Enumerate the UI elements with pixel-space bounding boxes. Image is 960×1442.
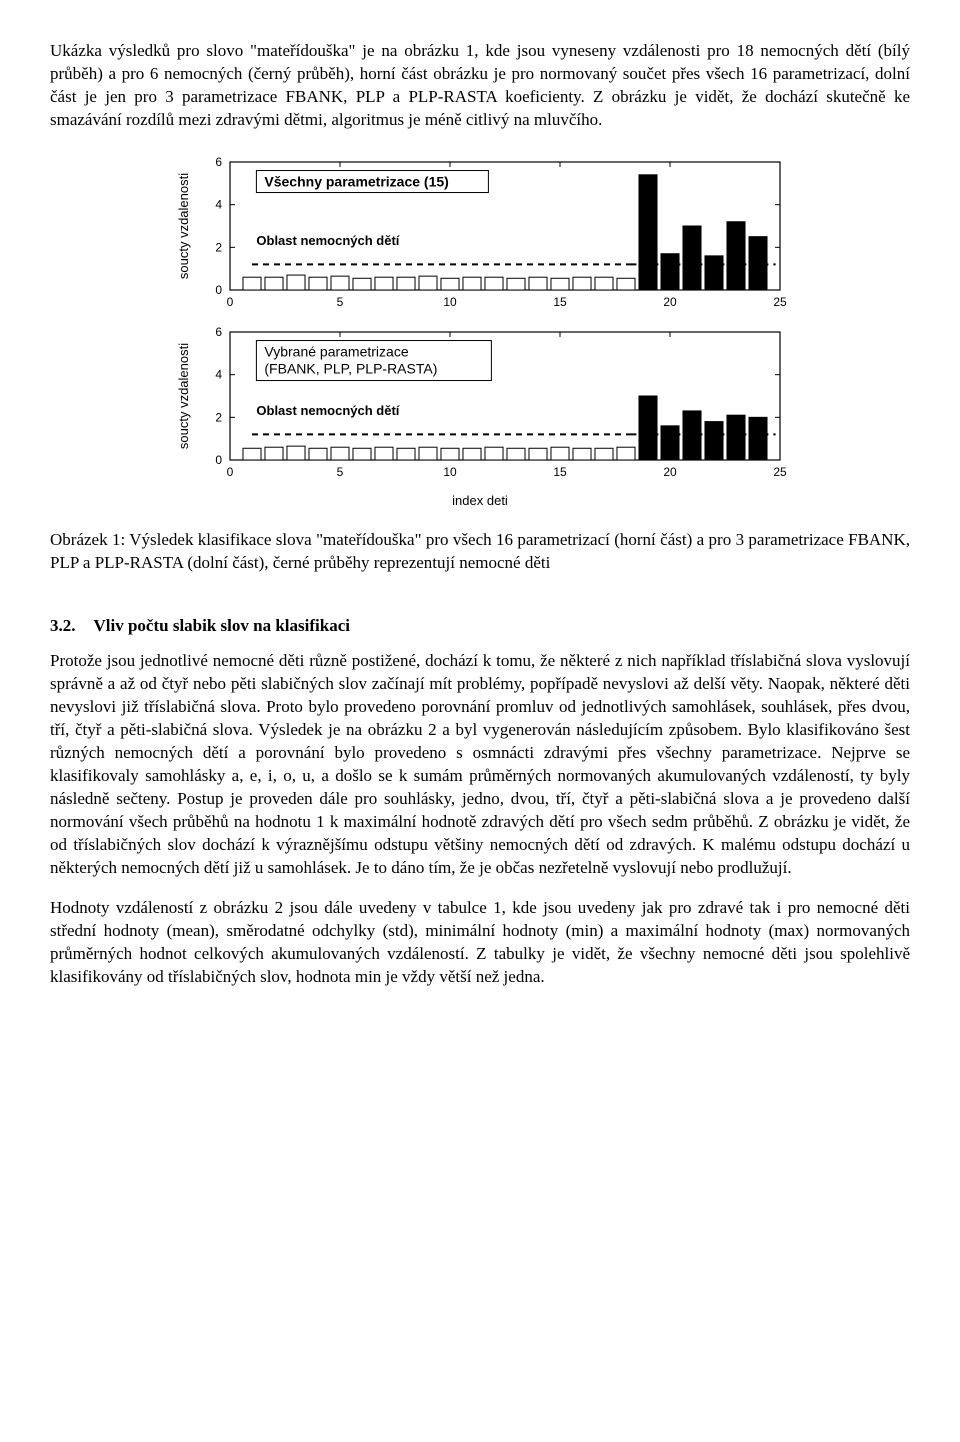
body-paragraph-2: Hodnoty vzdáleností z obrázku 2 jsou dál… bbox=[50, 897, 910, 989]
svg-text:4: 4 bbox=[215, 367, 222, 381]
svg-text:Oblast nemocných dětí: Oblast nemocných dětí bbox=[256, 233, 399, 248]
svg-text:20: 20 bbox=[663, 295, 677, 309]
svg-text:15: 15 bbox=[553, 465, 567, 479]
svg-text:10: 10 bbox=[443, 465, 457, 479]
svg-text:Oblast nemocných dětí: Oblast nemocných dětí bbox=[256, 403, 399, 418]
svg-text:Všechny parametrizace (15): Všechny parametrizace (15) bbox=[264, 173, 448, 189]
svg-text:6: 6 bbox=[215, 325, 222, 339]
body-paragraph-1: Protože jsou jednotlivé nemocné děti růz… bbox=[50, 650, 910, 879]
chart-bottom: 0 2 4 6 0 5 10 15 20 25 soucty vzdalenosti Vybrané … bbox=[160, 320, 800, 490]
svg-text:soucty vzdalenosti: soucty vzdalenosti bbox=[176, 173, 191, 279]
svg-text:Vybrané parametrizace: Vybrané parametrizace bbox=[264, 343, 408, 359]
svg-text:20: 20 bbox=[663, 465, 677, 479]
x-axis-label: index deti bbox=[160, 492, 800, 510]
svg-text:2: 2 bbox=[215, 240, 222, 254]
section-title: Vliv počtu slabik slov na klasifikaci bbox=[94, 616, 350, 635]
figure-caption: Obrázek 1: Výsledek klasifikace slova "m… bbox=[50, 529, 910, 575]
svg-text:10: 10 bbox=[443, 295, 457, 309]
svg-text:25: 25 bbox=[773, 295, 787, 309]
svg-text:25: 25 bbox=[773, 465, 787, 479]
chart-top: 0 2 4 6 0 5 10 15 20 25 soucty vzdalenosti Všechny … bbox=[160, 150, 800, 320]
svg-text:0: 0 bbox=[227, 465, 234, 479]
svg-text:5: 5 bbox=[337, 295, 344, 309]
svg-text:0: 0 bbox=[227, 295, 234, 309]
intro-paragraph: Ukázka výsledků pro slovo "mateřídouška"… bbox=[50, 40, 910, 132]
svg-text:(FBANK, PLP, PLP-RASTA): (FBANK, PLP, PLP-RASTA) bbox=[264, 360, 437, 376]
svg-text:0: 0 bbox=[215, 283, 222, 297]
svg-text:4: 4 bbox=[215, 197, 222, 211]
svg-text:0: 0 bbox=[215, 453, 222, 467]
section-heading: 3.2. Vliv počtu slabik slov na klasifikac… bbox=[50, 615, 910, 638]
svg-text:2: 2 bbox=[215, 410, 222, 424]
figure-1: 02460510152025soucty vzdalenostiVšechny … bbox=[160, 150, 800, 510]
svg-text:soucty vzdalenosti: soucty vzdalenosti bbox=[176, 343, 191, 449]
svg-text:5: 5 bbox=[337, 465, 344, 479]
svg-text:6: 6 bbox=[215, 155, 222, 169]
svg-text:15: 15 bbox=[553, 295, 567, 309]
section-number: 3.2. bbox=[50, 616, 76, 635]
